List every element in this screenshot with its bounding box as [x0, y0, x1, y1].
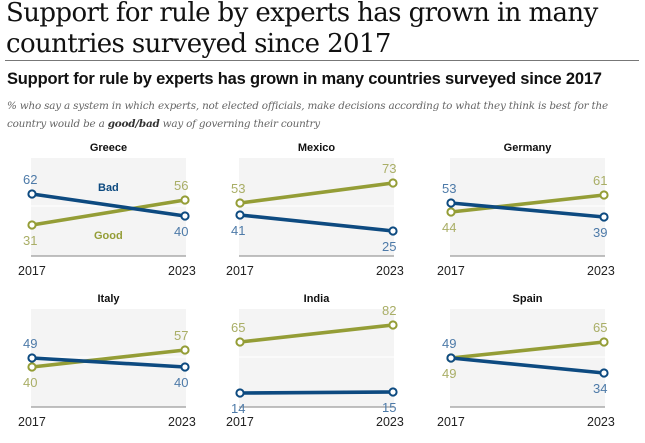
- panel-background: [31, 158, 186, 256]
- page-title: Support for rule by experts has grown in…: [6, 0, 598, 59]
- panel-greece: Greece 2017 2023 62 31 40 56 Bad Good: [18, 142, 196, 278]
- data-label-bad: 39: [593, 225, 607, 240]
- data-point-bad: [446, 198, 456, 208]
- series-line-good: [30, 348, 187, 369]
- series-line-bad: [449, 356, 606, 375]
- x-tick-label: 2017: [18, 415, 46, 429]
- data-label-bad: 40: [174, 375, 188, 390]
- data-point-good: [235, 198, 245, 208]
- data-point-good: [235, 337, 245, 347]
- series-line-good: [238, 323, 395, 344]
- data-label-bad: 14: [231, 401, 245, 416]
- panel-mexico: Mexico 2017 2023 41 53 25 73: [226, 142, 404, 278]
- data-point-bad: [235, 210, 245, 220]
- subtitle-text: % who say a system in which experts, not…: [7, 100, 608, 130]
- panel-background: [450, 309, 605, 407]
- subtitle-text-end: way of governing their country: [159, 118, 321, 130]
- panel-germany: Germany 2017 2023 53 44 39 61: [437, 142, 615, 278]
- x-tick-label: 2023: [376, 415, 404, 429]
- series-line-bad: [30, 192, 187, 218]
- data-label-bad: 15: [382, 400, 396, 415]
- data-point-bad: [27, 353, 37, 363]
- data-label-bad: 49: [442, 336, 456, 351]
- data-label-bad: 25: [382, 239, 396, 254]
- x-tick-label: 2017: [437, 264, 465, 278]
- data-point-bad: [599, 368, 609, 378]
- data-point-good: [446, 207, 456, 217]
- title-divider: [5, 60, 639, 61]
- panel-title: Mexico: [298, 142, 336, 154]
- data-label-bad: 49: [23, 336, 37, 351]
- data-point-good: [27, 220, 37, 230]
- legend-good: Good: [94, 230, 123, 242]
- series-line-good: [30, 198, 187, 227]
- data-point-bad: [388, 226, 398, 236]
- x-tick-label: 2017: [437, 415, 465, 429]
- data-label-bad: 62: [23, 172, 37, 187]
- x-tick-label: 2017: [18, 264, 46, 278]
- data-point-bad: [180, 362, 190, 372]
- x-tick-label: 2023: [376, 264, 404, 278]
- data-label-bad: 40: [174, 224, 188, 239]
- series-line-bad: [238, 390, 395, 395]
- series-line-bad: [238, 213, 395, 233]
- data-label-good: 40: [23, 375, 37, 390]
- panel-title: Spain: [513, 293, 543, 305]
- data-point-good: [599, 190, 609, 200]
- data-label-bad: 53: [442, 181, 456, 196]
- series-line-bad: [449, 201, 606, 219]
- data-point-bad: [388, 387, 398, 397]
- series-line-bad: [30, 356, 187, 369]
- data-label-good: 82: [382, 303, 396, 318]
- x-tick-label: 2023: [587, 415, 615, 429]
- series-line-good: [449, 340, 606, 360]
- panel-background: [239, 158, 394, 256]
- data-label-good: 31: [23, 233, 37, 248]
- panel-title: India: [304, 293, 331, 305]
- data-label-good: 49: [442, 366, 456, 381]
- data-point-bad: [446, 353, 456, 363]
- data-point-bad: [27, 189, 37, 199]
- data-label-good: 56: [174, 178, 188, 193]
- data-point-bad: [180, 211, 190, 221]
- data-point-good: [599, 337, 609, 347]
- panel-title: Italy: [97, 293, 120, 305]
- panel-title: Germany: [504, 142, 553, 154]
- data-point-good: [388, 178, 398, 188]
- chart-title: Support for rule by experts has grown in…: [7, 70, 602, 88]
- data-label-bad: 34: [593, 381, 607, 396]
- data-point-good: [180, 195, 190, 205]
- data-label-good: 44: [442, 220, 456, 235]
- x-tick-label: 2023: [587, 264, 615, 278]
- legend-bad: Bad: [98, 182, 119, 194]
- data-label-good: 57: [174, 328, 188, 343]
- data-point-bad: [599, 212, 609, 222]
- data-label-good: 65: [593, 320, 607, 335]
- data-point-bad: [235, 388, 245, 398]
- panel-background: [450, 158, 605, 256]
- panel-india: India 2017 2023 14 65 15 82: [226, 293, 404, 429]
- data-label-good: 73: [382, 161, 396, 176]
- x-tick-label: 2017: [226, 264, 254, 278]
- x-tick-label: 2023: [168, 264, 196, 278]
- series-line-good: [449, 193, 606, 214]
- chart-subtitle: % who say a system in which experts, not…: [7, 97, 637, 133]
- panel-spain: Spain 2017 2023 49 49 34 65: [437, 293, 615, 429]
- x-tick-label: 2017: [226, 415, 254, 429]
- panel-italy: Italy 2017 2023 49 40 40 57: [18, 293, 196, 429]
- subtitle-emphasis: good/bad: [107, 118, 160, 130]
- data-label-good: 65: [231, 320, 245, 335]
- data-label-bad: 41: [231, 223, 245, 238]
- data-point-good: [180, 345, 190, 355]
- series-line-good: [238, 181, 395, 205]
- panel-title: Greece: [90, 142, 127, 154]
- data-point-good: [27, 362, 37, 372]
- x-tick-label: 2023: [168, 415, 196, 429]
- data-label-good: 53: [231, 181, 245, 196]
- data-label-good: 61: [593, 173, 607, 188]
- data-point-good: [388, 320, 398, 330]
